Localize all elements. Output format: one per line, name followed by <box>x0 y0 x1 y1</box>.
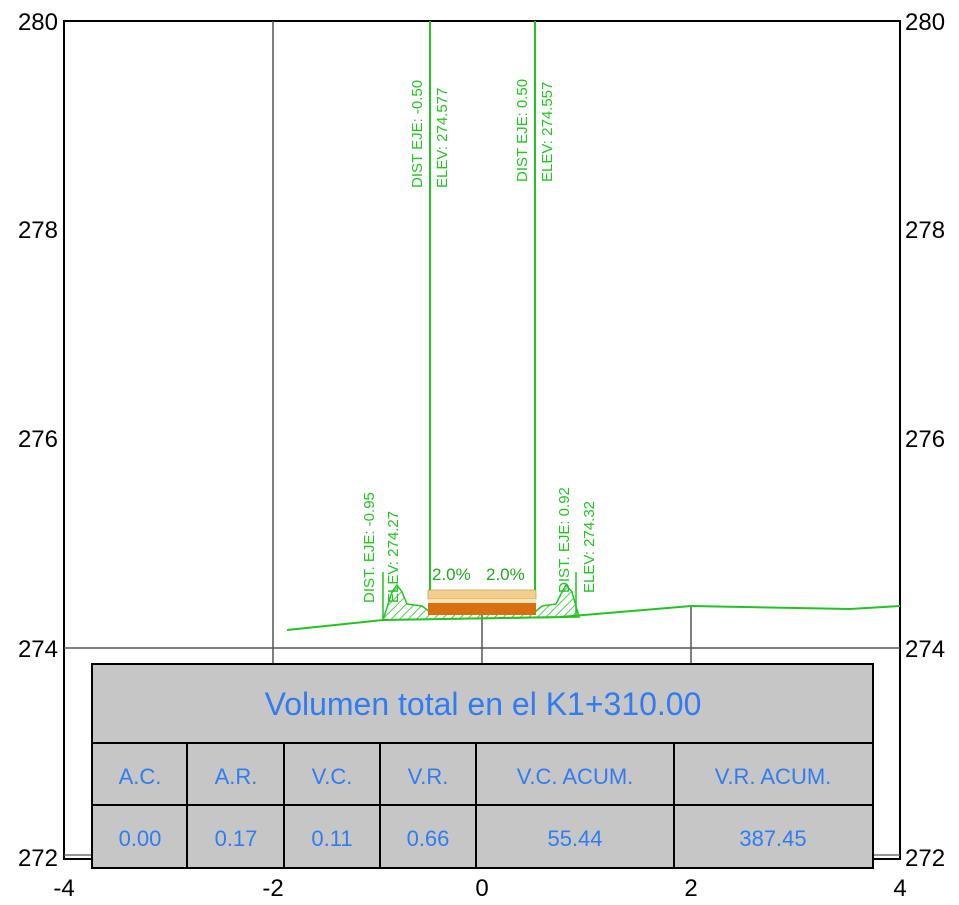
annotation-edge-right-elev: ELEV: 274.32 <box>581 501 598 593</box>
volume-table-value-ar: 0.17 <box>215 826 258 851</box>
volume-table-value-vr: 0.66 <box>407 826 450 851</box>
volume-table-value-vr-acum: 387.45 <box>739 826 806 851</box>
annotation-center-left-dist: DIST EJE: -0.50 <box>409 80 426 188</box>
volume-table-header-vc: V.C. <box>312 764 353 789</box>
slope-label-left: 2.0% <box>432 565 471 584</box>
x-tick-label-4: 4 <box>893 875 906 902</box>
volume-table-header-vc-acum: V.C. ACUM. <box>517 764 634 789</box>
volume-table: Volumen total en el K1+310.00 A.C. A.R. … <box>91 663 874 869</box>
x-tick-label-0: 0 <box>475 875 488 902</box>
volume-table-header-ac: A.C. <box>119 764 162 789</box>
slope-label-right: 2.0% <box>486 565 525 584</box>
y-tick-label-272-left: 272 <box>18 845 58 872</box>
x-tick-label-minus-2: -2 <box>262 875 283 902</box>
volume-table-header-vr: V.R. <box>408 764 449 789</box>
terrain-line <box>286 604 901 631</box>
volume-table-value-vc-acum: 55.44 <box>547 826 602 851</box>
annotation-center-right-elev: ELEV: 274.557 <box>539 82 556 182</box>
x-tick-label-2: 2 <box>684 875 697 902</box>
y-tick-label-274-right: 274 <box>905 636 945 663</box>
pavement-top-layer <box>427 589 537 600</box>
y-tick-label-274-left: 274 <box>18 636 58 663</box>
annotation-edge-right-dist: DIST. EJE: 0.92 <box>556 487 573 593</box>
annotation-edge-left-dist: DIST. EJE: -0.95 <box>361 492 378 603</box>
annotation-center-right-dist: DIST EJE: 0.50 <box>514 79 531 182</box>
volume-table-background <box>91 663 874 869</box>
y-tick-label-278-right: 278 <box>905 217 945 244</box>
pavement-base-layer <box>428 603 536 615</box>
volume-table-value-ac: 0.00 <box>119 826 162 851</box>
y-tick-label-276-left: 276 <box>18 426 58 453</box>
y-tick-label-278-left: 278 <box>18 217 58 244</box>
y-tick-label-280-right: 280 <box>905 9 945 36</box>
y-tick-label-276-right: 276 <box>905 426 945 453</box>
volume-table-title: Volumen total en el K1+310.00 <box>265 686 702 722</box>
x-tick-label-minus-4: -4 <box>53 875 74 902</box>
annotation-center-left-elev: ELEV: 274.577 <box>434 88 451 188</box>
volume-table-value-vc: 0.11 <box>311 826 352 851</box>
volume-table-header-vr-acum: V.R. ACUM. <box>715 764 832 789</box>
y-tick-label-280-left: 280 <box>18 9 58 36</box>
volume-table-header-ar: A.R. <box>215 764 258 789</box>
annotation-edge-left-elev: ELEV: 274.27 <box>385 511 402 603</box>
pavement-mid-layer <box>428 599 536 603</box>
y-tick-label-272-right: 272 <box>905 845 945 872</box>
